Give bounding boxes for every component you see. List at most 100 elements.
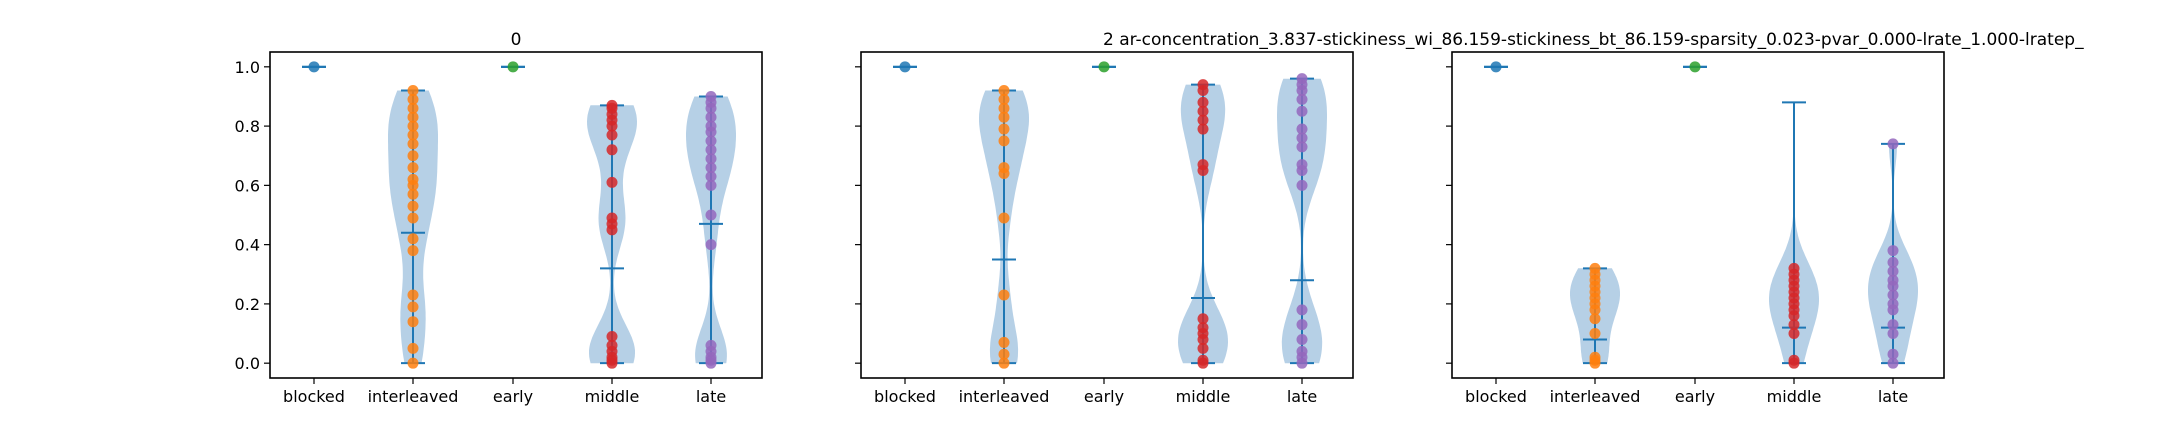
data-point-4-12: [1296, 105, 1308, 117]
data-point-0-0: [1490, 61, 1502, 73]
data-point-4-6: [1296, 179, 1308, 191]
data-point-2-0: [1689, 61, 1701, 73]
data-point-3-8: [1197, 159, 1209, 171]
data-point-3-2: [1197, 342, 1209, 354]
chart-panel-2: 2 ar-concentration_3.837-stickiness_wi_8…: [1103, 30, 2084, 406]
data-point-4-15: [705, 111, 717, 123]
data-point-1-14: [407, 138, 419, 150]
chart-title-0: 0: [511, 30, 522, 50]
axes-frame-0: [269, 51, 763, 379]
data-point-1-4: [998, 212, 1010, 224]
data-point-4-5: [1887, 298, 1899, 310]
data-point-1-12: [1589, 262, 1601, 274]
data-point-1-7: [407, 212, 419, 224]
x-tick-label-1: interleaved: [368, 387, 459, 406]
chart-panel-0: 0 0.0 0.2 0.4 0.6 0.8 1.0 blocked interleaved ear…: [235, 30, 763, 406]
x-tick-label-1: interleaved: [1550, 387, 1641, 406]
data-point-0-0: [899, 61, 911, 73]
data-point-4-5: [1296, 304, 1308, 316]
data-point-4-13: [1296, 93, 1308, 105]
data-point-2-0: [507, 61, 519, 73]
data-point-1-2: [1589, 351, 1601, 363]
data-point-4-7: [705, 179, 717, 191]
data-point-4-1: [1887, 348, 1899, 360]
data-point-3-1: [1197, 354, 1209, 366]
data-point-4-10: [1296, 132, 1308, 144]
data-point-3-11: [1197, 105, 1209, 117]
data-point-3-12: [1197, 96, 1209, 108]
data-point-4-4: [705, 339, 717, 351]
data-point-1-4: [1589, 313, 1601, 325]
x-tick-label-4: late: [1878, 387, 1908, 406]
data-point-4-10: [1887, 256, 1899, 268]
data-point-1-9: [407, 188, 419, 200]
y-tick-label: 0.2: [235, 295, 260, 314]
x-tick-label-0: blocked: [1465, 387, 1527, 406]
data-point-1-9: [998, 111, 1010, 123]
data-point-4-8: [1296, 159, 1308, 171]
x-tick-label-3: middle: [585, 387, 640, 406]
data-point-1-16: [407, 120, 419, 132]
data-point-4-0: [1887, 357, 1899, 369]
data-point-4-12: [1887, 138, 1899, 150]
data-point-1-0: [407, 357, 419, 369]
data-point-3-2: [1788, 328, 1800, 340]
data-point-1-2: [407, 316, 419, 328]
data-point-3-9: [606, 176, 618, 188]
chart-title-2: 2 ar-concentration_3.837-stickiness_wi_8…: [1103, 30, 2084, 50]
data-point-0-0: [308, 61, 320, 73]
data-point-3-16: [606, 99, 618, 111]
data-point-1-15: [407, 129, 419, 141]
data-point-4-8: [1887, 274, 1899, 286]
data-point-4-12: [705, 135, 717, 147]
data-point-1-12: [998, 85, 1010, 97]
data-point-4-10: [705, 153, 717, 165]
data-point-1-2: [998, 336, 1010, 348]
data-point-1-5: [407, 245, 419, 257]
data-point-1-8: [407, 200, 419, 212]
x-tick-label-0: blocked: [874, 387, 936, 406]
chart-panel-1: blocked interleaved early middle late: [855, 51, 1354, 406]
data-point-4-6: [705, 209, 717, 221]
data-point-4-14: [705, 120, 717, 132]
data-point-1-20: [407, 85, 419, 97]
data-point-3-3: [1788, 319, 1800, 331]
x-tick-label-4: late: [1287, 387, 1317, 406]
data-point-4-2: [1296, 345, 1308, 357]
data-point-4-11: [1296, 123, 1308, 135]
y-tick-label: 0.8: [235, 117, 260, 136]
data-point-3-5: [606, 331, 618, 343]
axes-frame-2: [1451, 51, 1945, 379]
data-point-1-3: [998, 289, 1010, 301]
y-tick-label: 0.4: [235, 236, 260, 255]
x-tick-label-2: early: [1675, 387, 1715, 406]
data-point-4-5: [705, 239, 717, 251]
x-tick-label-2: early: [493, 387, 533, 406]
data-point-4-2: [1887, 328, 1899, 340]
data-point-4-18: [705, 90, 717, 102]
y-tick-label: 0.0: [235, 354, 260, 373]
data-point-1-6: [407, 233, 419, 245]
data-point-1-18: [407, 102, 419, 114]
data-point-1-12: [407, 162, 419, 174]
x-tick-label-2: early: [1084, 387, 1124, 406]
x-tick-label-4: late: [696, 387, 726, 406]
data-point-1-13: [407, 150, 419, 162]
data-point-1-0: [998, 357, 1010, 369]
data-point-1-6: [998, 162, 1010, 174]
data-point-1-1: [998, 348, 1010, 360]
data-point-4-9: [1296, 141, 1308, 153]
x-tick-label-3: middle: [1767, 387, 1822, 406]
data-point-4-6: [1887, 289, 1899, 301]
data-point-1-1: [407, 342, 419, 354]
data-point-3-11: [606, 129, 618, 141]
data-point-1-3: [1589, 328, 1601, 340]
data-point-4-3: [1296, 333, 1308, 345]
data-point-1-3: [407, 301, 419, 313]
x-tick-label-1: interleaved: [959, 387, 1050, 406]
data-point-1-4: [407, 289, 419, 301]
data-point-1-17: [407, 111, 419, 123]
data-point-4-16: [1296, 73, 1308, 85]
data-point-1-11: [407, 173, 419, 185]
